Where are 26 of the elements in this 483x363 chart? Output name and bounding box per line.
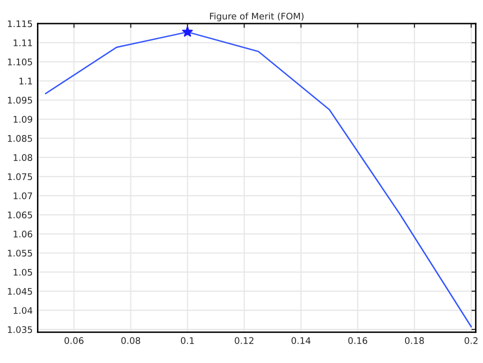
y-tick-label: 1.035 xyxy=(8,326,32,334)
x-tick-label: 0.06 xyxy=(64,337,84,344)
y-tick-label: 1.105 xyxy=(8,58,32,66)
y-tick-label: 1.08 xyxy=(14,154,32,161)
y-tick-label: 1.04 xyxy=(14,307,32,314)
y-tick-label: 1.065 xyxy=(8,211,32,218)
y-tick-label: 1.095 xyxy=(8,96,32,104)
x-tick-label: 0.1 xyxy=(180,337,194,344)
y-tick-label: 1.11 xyxy=(14,40,32,46)
x-tick-label: 0.14 xyxy=(292,337,311,344)
x-tick-label: 0.08 xyxy=(121,337,140,344)
y-tick-label: 1.085 xyxy=(8,135,32,142)
y-tick-label: 1.055 xyxy=(8,250,32,257)
x-tick-label: 0.18 xyxy=(405,337,424,344)
y-tick-label: 1.045 xyxy=(8,288,32,295)
y-tick-label: 1.05 xyxy=(14,268,32,276)
y-tick-label: 1.06 xyxy=(14,230,32,238)
x-tick-label: 0.12 xyxy=(234,337,254,344)
y-tick-label: 1.07 xyxy=(14,192,32,200)
x-tick-label: 0.16 xyxy=(348,337,368,344)
y-tick-label: 1.115 xyxy=(8,20,32,28)
y-tick-label: 1.075 xyxy=(8,173,32,180)
y-tick-label: 1.1 xyxy=(19,78,32,84)
chart-title: Figure of Merit (FOM) xyxy=(210,12,304,22)
x-tick-label: 0.2 xyxy=(464,337,478,344)
y-tick-label: 1.09 xyxy=(14,116,32,123)
